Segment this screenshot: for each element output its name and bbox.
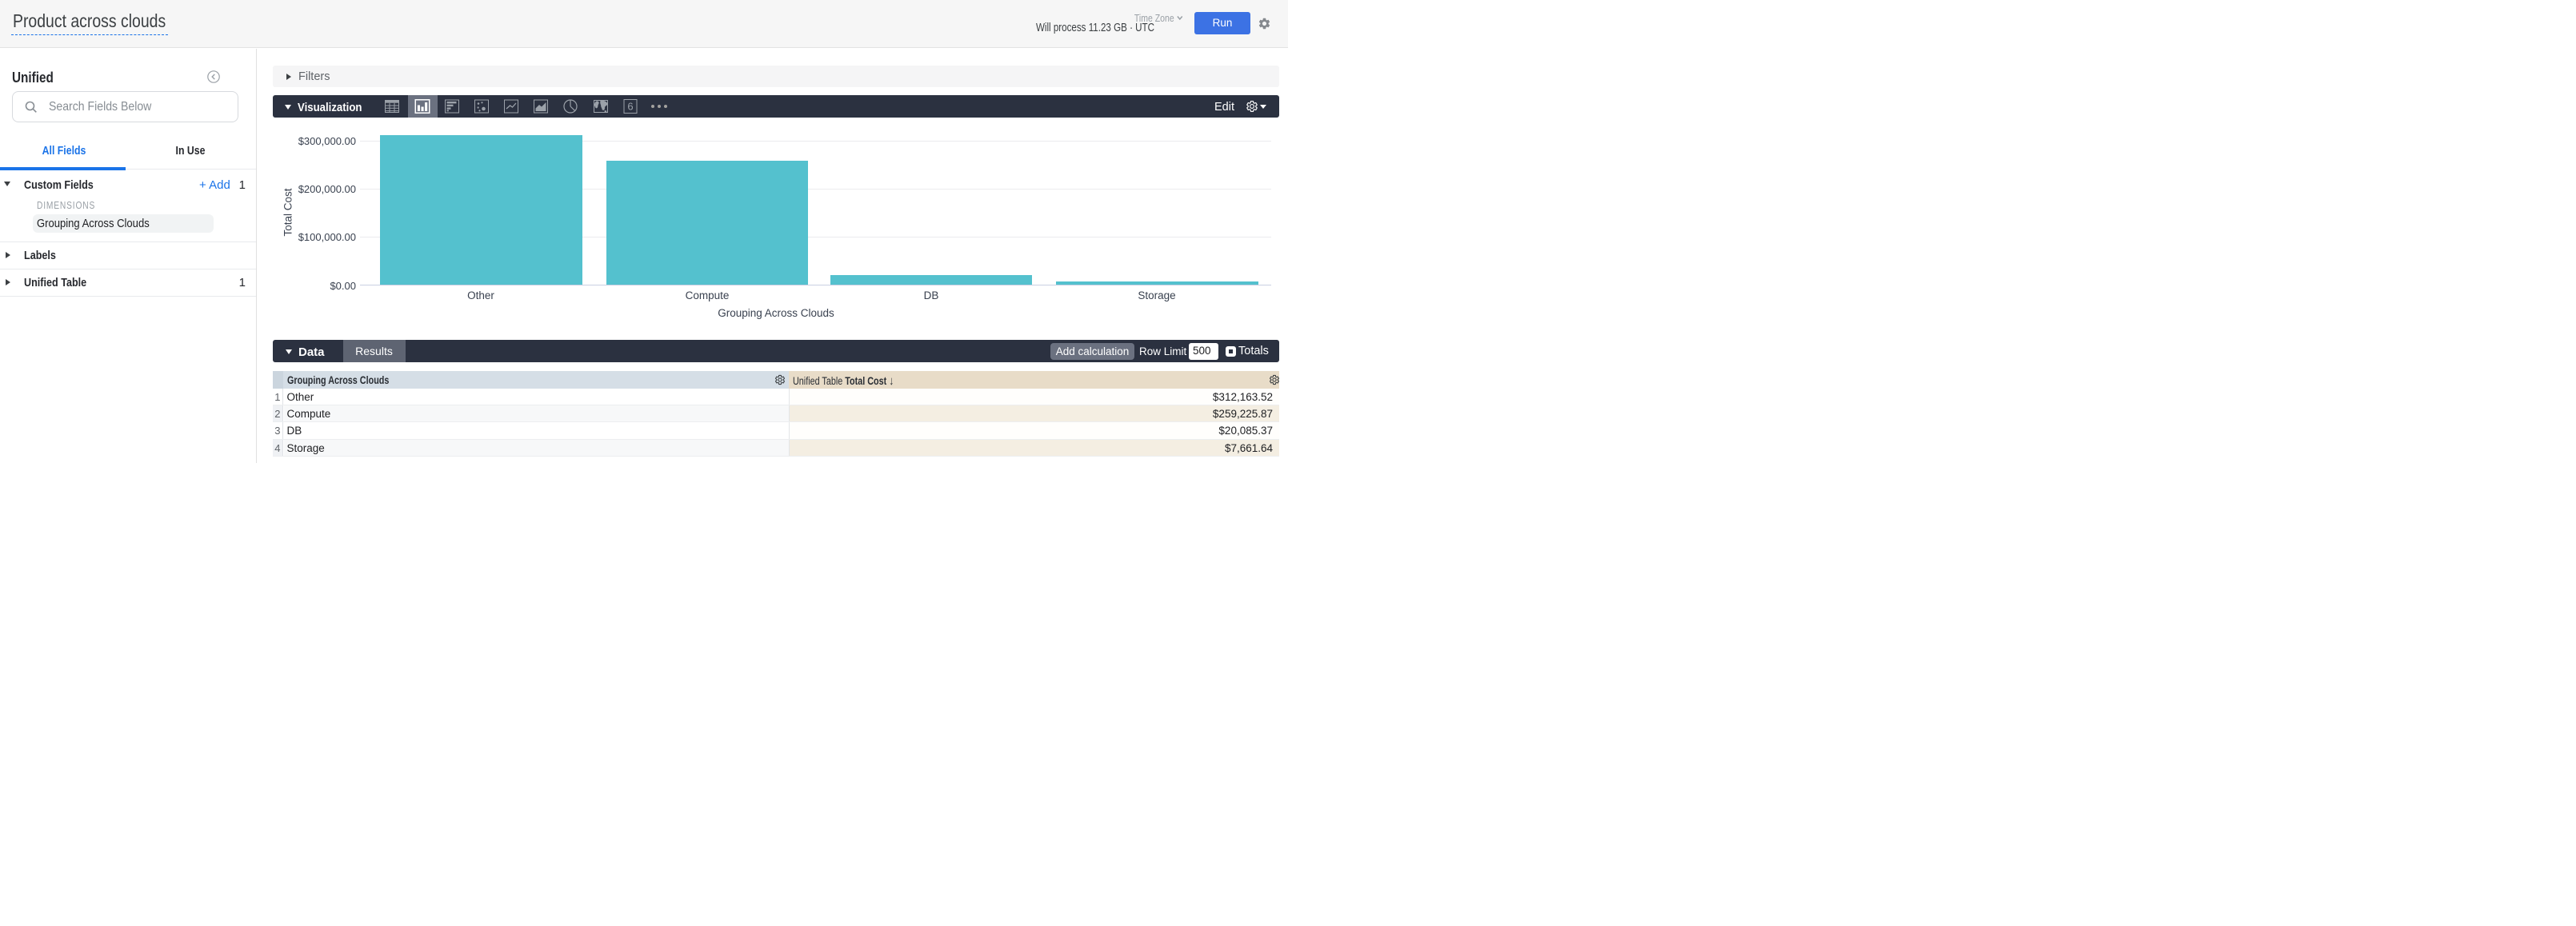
svg-text:6: 6	[627, 101, 633, 113]
